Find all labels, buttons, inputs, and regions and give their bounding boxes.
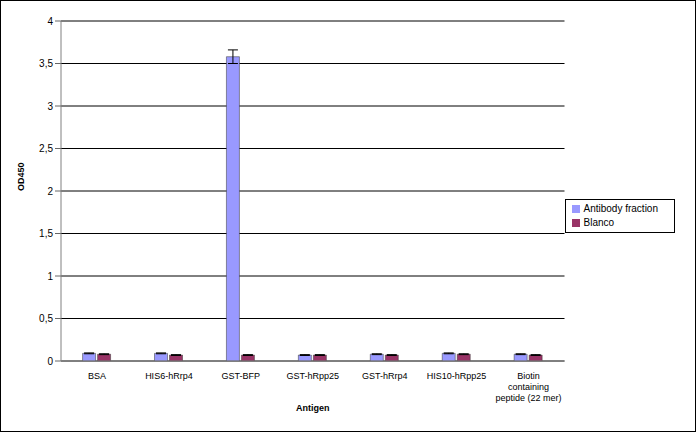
svg-text:BSA: BSA bbox=[88, 371, 106, 381]
svg-text:1: 1 bbox=[47, 271, 53, 282]
svg-text:Biotincontainingpeptide (22 me: Biotincontainingpeptide (22 mer) bbox=[496, 371, 562, 403]
svg-text:HIS6-hRrp4: HIS6-hRrp4 bbox=[145, 371, 193, 381]
svg-text:4: 4 bbox=[47, 16, 53, 27]
svg-text:Antigen: Antigen bbox=[296, 403, 330, 413]
svg-text:GST-hRpp25: GST-hRpp25 bbox=[286, 371, 339, 381]
svg-text:1,5: 1,5 bbox=[39, 228, 53, 239]
svg-text:GST-BFP: GST-BFP bbox=[222, 371, 261, 381]
svg-text:0,5: 0,5 bbox=[39, 313, 53, 324]
html-text:Antibody fraction: Antibody fraction bbox=[583, 203, 658, 214]
svg-text:OD450: OD450 bbox=[16, 162, 26, 191]
svg-text:GST-hRrp4: GST-hRrp4 bbox=[362, 371, 408, 381]
svg-text:2,5: 2,5 bbox=[39, 143, 53, 154]
svg-text:2: 2 bbox=[47, 186, 53, 197]
svg-text:0: 0 bbox=[47, 356, 53, 367]
svg-text:3: 3 bbox=[47, 101, 53, 112]
svg-text:3,5: 3,5 bbox=[39, 58, 53, 69]
html-text:Blanco: Blanco bbox=[583, 217, 615, 228]
svg-text:HIS10-hRpp25: HIS10-hRpp25 bbox=[427, 371, 487, 381]
